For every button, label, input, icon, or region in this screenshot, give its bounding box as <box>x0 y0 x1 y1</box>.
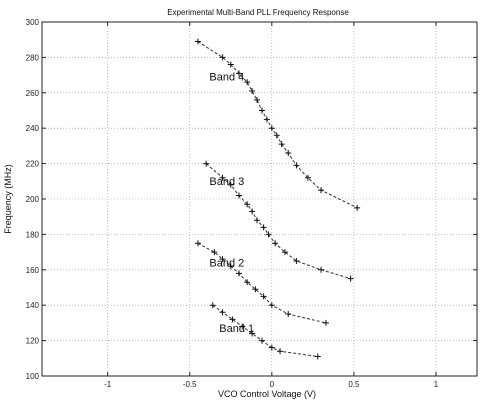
data-point <box>254 96 261 103</box>
x-axis-label: VCO Control Voltage (V) <box>218 389 316 399</box>
series-label: Band 2 <box>209 257 244 269</box>
data-point <box>249 88 256 95</box>
data-point <box>293 257 300 264</box>
series-layer <box>194 38 361 360</box>
data-point <box>263 116 270 123</box>
data-point <box>281 249 288 256</box>
data-point <box>285 149 292 156</box>
x-tick-label: 1 <box>434 380 439 389</box>
data-point <box>209 302 216 309</box>
band-labels: Band 4 Band 3 Band 2 Band 1 <box>209 71 254 334</box>
x-tick-label: 0.5 <box>348 380 360 389</box>
data-point <box>258 107 265 114</box>
axes: -1 -0.5 0 0.5 1 100 120 140 160 180 200 220 240 260 28… <box>26 18 477 389</box>
data-point <box>244 279 251 286</box>
data-point <box>219 309 226 316</box>
data-point <box>260 224 267 231</box>
data-point <box>322 319 329 326</box>
y-tick-label: 120 <box>26 337 40 346</box>
data-point <box>304 174 311 181</box>
data-point <box>277 348 284 355</box>
data-point <box>235 270 242 277</box>
data-point <box>249 330 256 337</box>
data-point <box>273 132 280 139</box>
y-tick-label: 220 <box>26 160 40 169</box>
y-tick-label: 200 <box>26 195 40 204</box>
data-point <box>278 141 285 148</box>
data-point <box>272 240 279 247</box>
series-line <box>205 163 351 280</box>
y-tick-label: 260 <box>26 89 40 98</box>
data-point <box>318 266 325 273</box>
data-point <box>227 181 234 188</box>
data-point <box>268 302 275 309</box>
data-point <box>258 337 265 344</box>
x-tick-label: -1 <box>104 380 112 389</box>
x-tick-label: 0 <box>270 380 275 389</box>
data-point <box>194 240 201 247</box>
data-point <box>285 311 292 318</box>
data-point <box>244 79 251 86</box>
data-point <box>249 208 256 215</box>
data-point <box>227 61 234 68</box>
data-point <box>260 293 267 300</box>
data-point <box>244 201 251 208</box>
data-point <box>219 256 226 263</box>
grid <box>42 21 477 377</box>
data-point <box>354 204 361 211</box>
data-point <box>268 125 275 132</box>
x-tick-label: -0.5 <box>183 380 197 389</box>
series-label: Band 3 <box>209 176 244 188</box>
y-axis-label: Frequency (MHz) <box>3 164 13 234</box>
data-point <box>219 54 226 61</box>
y-tick-label: 100 <box>26 372 40 381</box>
data-point <box>235 192 242 199</box>
data-point <box>314 353 321 360</box>
y-tick-label: 140 <box>26 301 40 310</box>
data-point <box>293 162 300 169</box>
series-label: Band 1 <box>219 323 254 335</box>
data-point <box>219 174 226 181</box>
data-point <box>347 275 354 282</box>
data-point <box>268 344 275 351</box>
y-tick-label: 180 <box>26 230 40 239</box>
data-point <box>203 160 210 167</box>
data-point <box>194 38 201 45</box>
y-tick-label: 160 <box>26 266 40 275</box>
data-point <box>211 249 218 256</box>
data-point <box>318 187 325 194</box>
data-point <box>239 323 246 330</box>
y-tick-label: 280 <box>26 53 40 62</box>
data-point <box>254 217 261 224</box>
data-point <box>265 231 272 238</box>
data-point <box>235 70 242 77</box>
series-line <box>197 242 327 324</box>
y-tick-label: 300 <box>26 18 40 27</box>
y-tick-label: 240 <box>26 124 40 133</box>
series-line <box>212 304 318 357</box>
data-point <box>227 263 234 270</box>
data-point <box>229 316 236 323</box>
chart-title: Experimental Multi-Band PLL Frequency Re… <box>167 8 349 17</box>
series-label: Band 4 <box>209 71 244 83</box>
data-point <box>252 286 259 293</box>
